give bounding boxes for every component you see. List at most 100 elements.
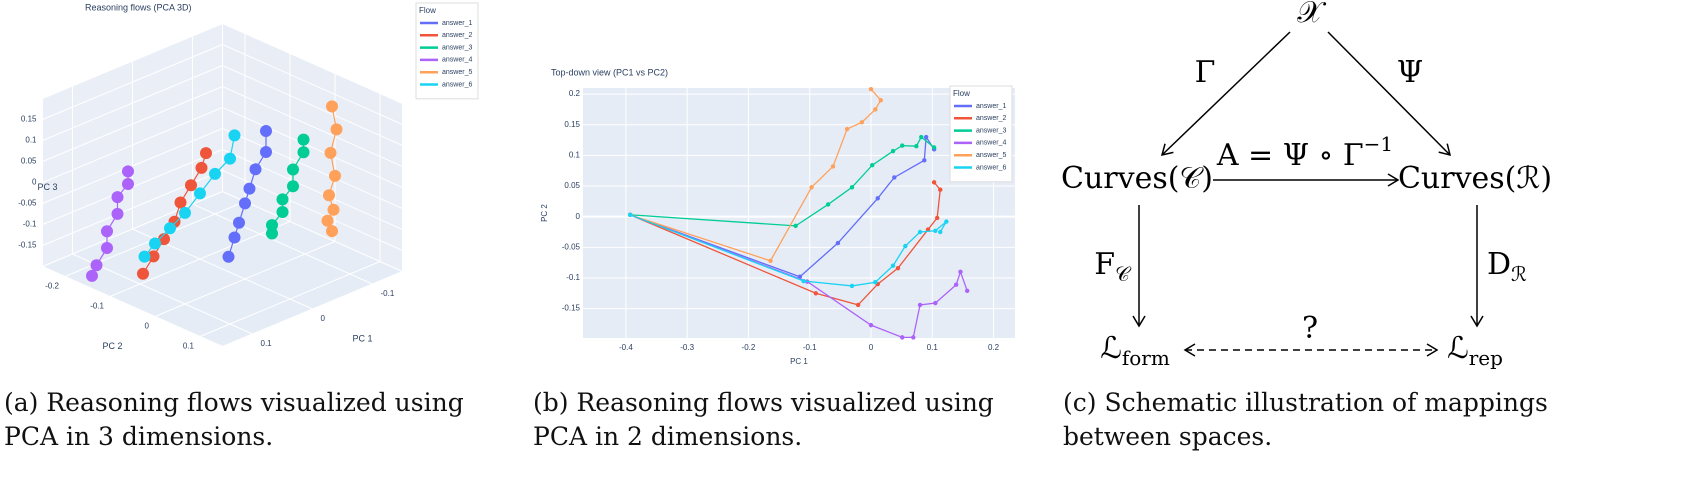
math-base: F [1094, 247, 1115, 282]
z-tick-label: 0 [32, 178, 37, 187]
point [849, 185, 855, 190]
point [158, 233, 170, 246]
point [859, 120, 865, 125]
z-axis-title: PC 3 [37, 182, 57, 192]
x-tick-label: 0 [321, 314, 326, 323]
legend-label: answer_4 [976, 140, 1006, 147]
point [249, 163, 262, 176]
math-subscript: ℛ [1511, 262, 1527, 286]
point [327, 203, 340, 216]
point [855, 302, 861, 308]
point [137, 267, 149, 280]
z-tick-label: 0.1 [25, 136, 37, 145]
legend-title: Flow [953, 89, 970, 98]
point [933, 228, 938, 233]
math-base: D [1487, 247, 1511, 282]
point [174, 196, 187, 209]
z-tick-label: -0.15 [18, 241, 37, 250]
legend-label: answer_6 [976, 164, 1006, 171]
math-label: Curves(𝒞) [1061, 161, 1213, 196]
point [111, 191, 124, 204]
diagram-arrows [1132, 31, 1484, 357]
point [195, 161, 208, 174]
arrow [1327, 31, 1452, 157]
point [793, 223, 798, 229]
grid-line [222, 107, 403, 188]
grid-line [72, 253, 253, 335]
y-tick-label: -0.05 [562, 242, 581, 251]
figure: -0.15 -0.1 -0.05 0 0.05 0.1 0.15 -0.2 -0.1 0 0.1 -0… [18, 0, 1552, 370]
point [919, 134, 924, 140]
point [868, 322, 874, 328]
point [330, 123, 343, 136]
point [830, 164, 836, 169]
point [895, 265, 901, 271]
math-label: Γ [1195, 55, 1216, 90]
y-tick-label: -0.15 [562, 304, 581, 313]
x-tick-label: 0 [869, 343, 874, 352]
point [892, 175, 897, 180]
point [287, 163, 299, 176]
z-tick-label: -0.1 [23, 220, 37, 229]
point [923, 134, 929, 140]
point [953, 282, 959, 287]
point [324, 146, 337, 159]
math-label: Dℛ [1487, 247, 1527, 286]
point [276, 193, 289, 206]
point [900, 335, 905, 340]
point [185, 179, 197, 192]
point [228, 129, 241, 142]
point [266, 219, 278, 232]
point [958, 269, 963, 275]
point [944, 219, 949, 224]
point [873, 107, 878, 112]
math-label: F𝒞 [1094, 247, 1132, 286]
math-label: ? [1302, 311, 1318, 346]
point [890, 148, 896, 154]
legend-label: answer_3 [976, 127, 1006, 134]
legend-label: answer_2 [976, 115, 1006, 122]
legend-label: answer_1 [976, 103, 1006, 110]
point [931, 180, 937, 185]
point [86, 269, 98, 282]
x-tick-label: 0.2 [988, 343, 1000, 352]
legend-label: answer_4 [442, 57, 472, 64]
y-tick-label: -0.2 [45, 282, 59, 291]
point [868, 87, 874, 92]
grid-line [222, 149, 403, 230]
y-tick-label: 0.2 [569, 89, 581, 98]
grid-line [222, 86, 403, 167]
series-line [629, 214, 947, 287]
point [111, 207, 124, 220]
y-tick-label: -0.1 [90, 302, 104, 311]
math-subscript: form [1122, 346, 1170, 370]
x-tick-label: -0.1 [803, 343, 817, 352]
caption: (b) Reasoning flows visualized using PCA… [533, 388, 994, 451]
point [209, 167, 221, 180]
legend-label: answer_1 [442, 20, 472, 27]
point [917, 229, 923, 235]
point [938, 187, 943, 192]
legend-label: answer_5 [442, 69, 472, 76]
point [914, 144, 919, 149]
arrow [1160, 31, 1291, 157]
math-base: A = Ψ ∘ Γ [1216, 138, 1364, 173]
x-tick-label: -0.2 [742, 343, 756, 352]
math-label: A = Ψ ∘ Γ−1 [1216, 132, 1393, 174]
y-tick-label: 0.1 [183, 342, 195, 351]
point [917, 302, 923, 308]
math-label: ℒform [1100, 331, 1170, 370]
point [922, 158, 927, 163]
y-tick-label: 0 [145, 322, 150, 331]
point [627, 212, 633, 218]
point [900, 143, 905, 148]
point [323, 189, 335, 202]
legend-box [949, 85, 1013, 183]
point [878, 98, 884, 103]
point [911, 335, 916, 340]
point [873, 280, 878, 285]
grid-line [192, 203, 373, 285]
grid-line [222, 128, 403, 209]
point [287, 180, 299, 193]
